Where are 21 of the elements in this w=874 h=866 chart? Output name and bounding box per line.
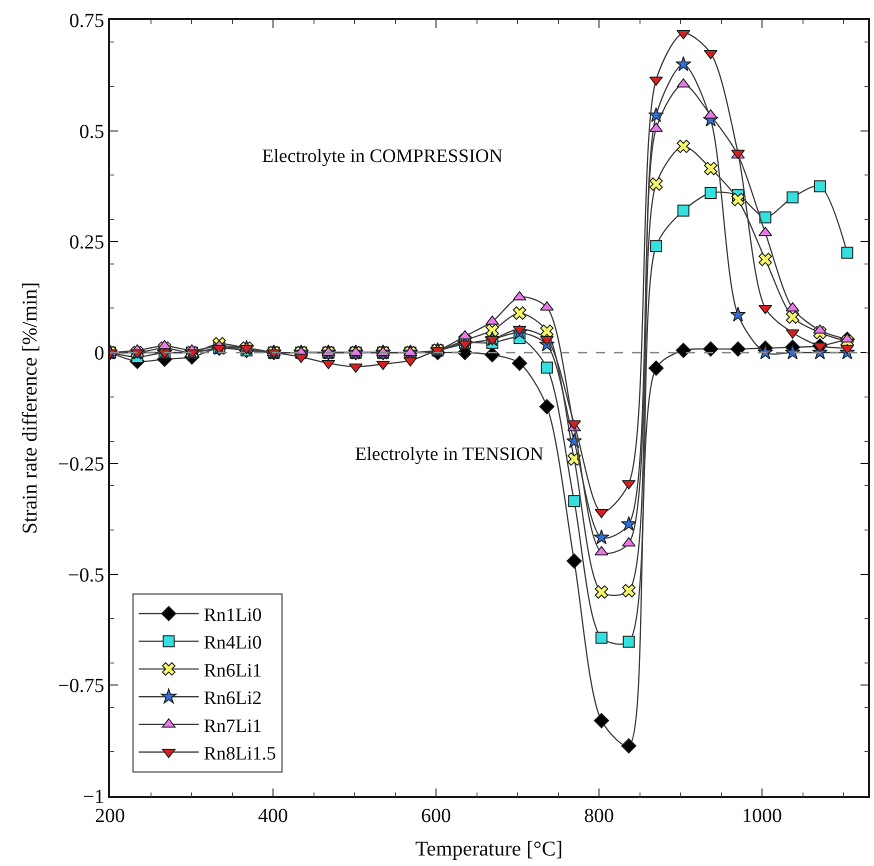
- y-tick-label: 0.5: [79, 120, 104, 143]
- x-tick-label: 800: [584, 804, 614, 827]
- x-tick-label: 600: [421, 804, 452, 827]
- legend-label: Rn8Li1.5: [204, 743, 276, 764]
- y-tick-label: 0.25: [69, 232, 104, 254]
- legend-label: Rn1Li0: [204, 604, 262, 626]
- legend-label: Rn6Li2: [204, 688, 262, 710]
- x-axis-title: Temperature [°C]: [415, 836, 563, 860]
- x-tick-label: 400: [258, 804, 288, 827]
- annotation: Electrolyte in TENSION: [355, 444, 544, 465]
- y-tick-label: −0.5: [68, 564, 104, 586]
- legend-label: Rn7Li1: [204, 716, 262, 737]
- legend-label: Rn6Li1: [204, 660, 262, 682]
- y-tick-label: −0.25: [58, 453, 104, 476]
- y-axis-title: Strain rate difference [%/min]: [18, 282, 42, 534]
- y-tick-label: −0.75: [58, 675, 104, 698]
- annotation: Electrolyte in COMPRESSION: [262, 146, 503, 167]
- x-tick-label: 1000: [742, 804, 782, 827]
- y-tick-label: 0.75: [69, 10, 104, 32]
- legend-label: Rn4Li0: [204, 632, 262, 654]
- y-tick-label: 0: [94, 342, 104, 365]
